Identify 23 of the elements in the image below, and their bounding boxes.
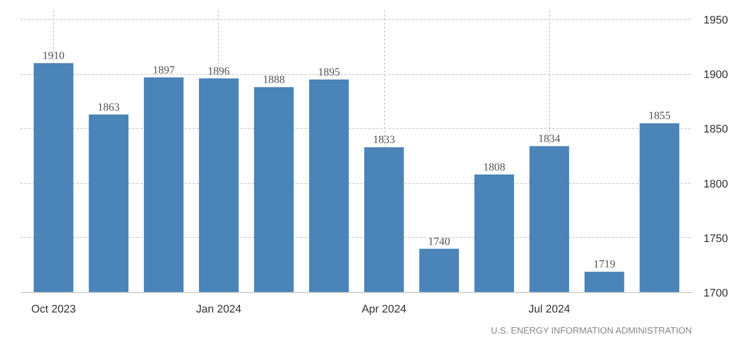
data-label: 1896 (208, 65, 230, 78)
x-tick-label: Apr 2024 (362, 304, 406, 316)
data-label: 1719 (593, 258, 616, 271)
data-label: 1863 (98, 101, 120, 114)
data-label: 1895 (318, 66, 340, 78)
data-label: 1833 (373, 134, 396, 146)
data-label: 1834 (538, 133, 561, 146)
data-label: 1855 (648, 110, 671, 122)
x-tick-label: Jul 2024 (528, 304, 570, 316)
data-label: 1910 (42, 50, 66, 62)
text: U.S. ENERGY INFORMATION ADMINISTRATION (490, 326, 692, 336)
data-label: 1888 (262, 74, 286, 86)
y-tick-label: 1700 (704, 288, 728, 300)
y-tick-label: 1950 (704, 14, 728, 26)
data-label: 1740 (428, 236, 451, 248)
x-tick-label: Jan 2024 (196, 304, 242, 316)
data-label: 1808 (483, 162, 506, 174)
y-tick-label: 1850 (704, 124, 728, 136)
y-tick-label: 1800 (704, 178, 728, 190)
y-tick-label: 1900 (704, 69, 728, 82)
x-tick-label: Oct 2023 (31, 304, 76, 316)
y-tick-label: 1750 (704, 232, 728, 245)
data-label: 1897 (152, 64, 176, 76)
